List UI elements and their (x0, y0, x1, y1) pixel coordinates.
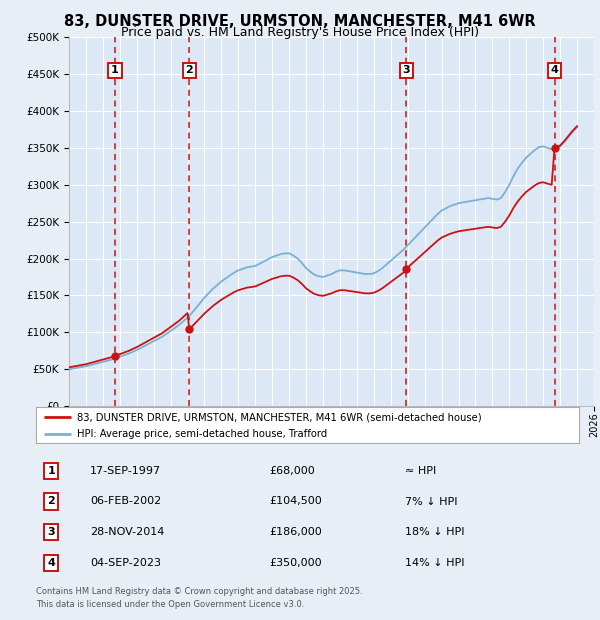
Text: 7% ↓ HPI: 7% ↓ HPI (405, 497, 458, 507)
Text: 1: 1 (47, 466, 55, 476)
Text: 18% ↓ HPI: 18% ↓ HPI (405, 527, 465, 537)
Text: ≈ HPI: ≈ HPI (405, 466, 436, 476)
Text: 04-SEP-2023: 04-SEP-2023 (91, 558, 161, 568)
Text: 4: 4 (551, 65, 559, 76)
Text: £350,000: £350,000 (269, 558, 322, 568)
Text: Contains HM Land Registry data © Crown copyright and database right 2025.: Contains HM Land Registry data © Crown c… (36, 587, 362, 596)
Text: 17-SEP-1997: 17-SEP-1997 (91, 466, 161, 476)
Text: 3: 3 (47, 527, 55, 537)
Text: 83, DUNSTER DRIVE, URMSTON, MANCHESTER, M41 6WR: 83, DUNSTER DRIVE, URMSTON, MANCHESTER, … (64, 14, 536, 29)
Text: 06-FEB-2002: 06-FEB-2002 (91, 497, 161, 507)
Text: 4: 4 (47, 558, 55, 568)
Text: 28-NOV-2014: 28-NOV-2014 (91, 527, 164, 537)
Text: 1: 1 (111, 65, 119, 76)
Text: 83, DUNSTER DRIVE, URMSTON, MANCHESTER, M41 6WR (semi-detached house): 83, DUNSTER DRIVE, URMSTON, MANCHESTER, … (77, 412, 481, 422)
Text: Price paid vs. HM Land Registry's House Price Index (HPI): Price paid vs. HM Land Registry's House … (121, 26, 479, 39)
Text: 3: 3 (403, 65, 410, 76)
Text: £68,000: £68,000 (269, 466, 315, 476)
Text: HPI: Average price, semi-detached house, Trafford: HPI: Average price, semi-detached house,… (77, 429, 327, 440)
Text: This data is licensed under the Open Government Licence v3.0.: This data is licensed under the Open Gov… (36, 600, 304, 609)
Text: £104,500: £104,500 (269, 497, 322, 507)
Text: 2: 2 (47, 497, 55, 507)
Text: 14% ↓ HPI: 14% ↓ HPI (405, 558, 465, 568)
Text: 2: 2 (185, 65, 193, 76)
Text: £186,000: £186,000 (269, 527, 322, 537)
